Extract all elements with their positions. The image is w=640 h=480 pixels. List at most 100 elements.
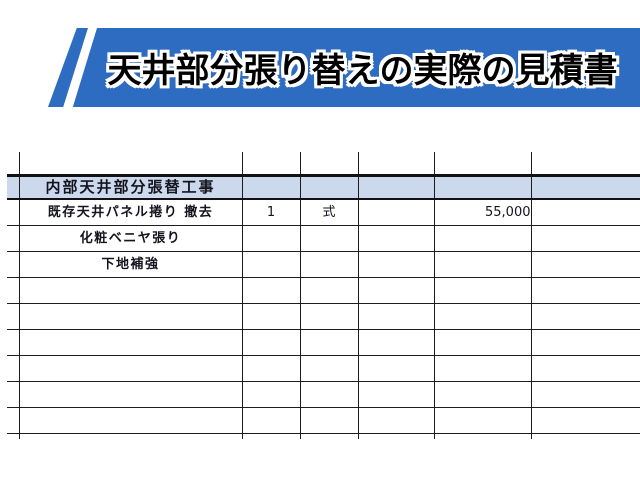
table-cell [241, 407, 301, 434]
table-row: 下地補強 [7, 251, 640, 278]
table-cell [357, 152, 435, 176]
table-cell [7, 174, 20, 200]
table-cell [433, 303, 532, 330]
table-cell [357, 407, 435, 434]
table-cell [7, 152, 20, 176]
table-cell [530, 152, 640, 176]
table-cell [241, 303, 301, 330]
table-cell [7, 355, 20, 382]
table-cell [433, 355, 532, 382]
table-row [7, 277, 640, 304]
table-cell [433, 381, 532, 408]
table-cell [357, 355, 435, 382]
table-cell [241, 381, 301, 408]
table-cell [433, 407, 532, 434]
table-cell [7, 433, 20, 439]
table-cell [357, 251, 435, 278]
cell-item-name: 既存天井パネル捲り 撤去 [18, 198, 243, 226]
table-cell [433, 174, 532, 200]
table-cell [7, 225, 20, 252]
table-cell [7, 407, 20, 434]
table-cell [18, 433, 243, 439]
table-cell [18, 277, 243, 304]
cell-section-title: 内部天井部分張替工事 [18, 174, 243, 200]
table-cell [433, 433, 532, 439]
banner: 天井部分張り替えの実際の見積書 [85, 28, 640, 107]
table-cell [530, 251, 640, 278]
table-cell [241, 355, 301, 382]
table-cell [299, 329, 359, 356]
cell-unit: 式 [299, 198, 359, 226]
table-cell [530, 198, 640, 226]
table-row [7, 303, 640, 330]
table-cell [7, 381, 20, 408]
table-row [7, 407, 640, 434]
table-cell [18, 329, 243, 356]
table-cell [18, 355, 243, 382]
table-row: 化粧ベニヤ張り [7, 225, 640, 252]
table-cell [433, 152, 532, 176]
table-cell [433, 277, 532, 304]
table-cell [7, 198, 20, 226]
table-cell [18, 152, 243, 176]
table-cell [433, 225, 532, 252]
table-cell [7, 303, 20, 330]
table-cell [357, 381, 435, 408]
table-cell [299, 433, 359, 439]
table-row: 既存天井パネル捲り 撤去 1 式 55,000 [7, 198, 640, 226]
table-cell [530, 303, 640, 330]
table-cell [241, 251, 301, 278]
table-cell [530, 329, 640, 356]
table-row [7, 355, 640, 382]
table-cell [357, 225, 435, 252]
table-cell [299, 381, 359, 408]
table-cell [530, 433, 640, 439]
table-cell [299, 225, 359, 252]
table-cell [530, 225, 640, 252]
table-cell [357, 433, 435, 439]
table-cell [357, 174, 435, 200]
cell-item-name: 下地補強 [18, 251, 243, 278]
table-cell [7, 277, 20, 304]
estimate-table: 内部天井部分張替工事 既存天井パネル捲り 撤去 1 式 55,000 化粧ベニヤ… [7, 152, 640, 439]
table-row [7, 329, 640, 356]
table-cell [7, 251, 20, 278]
table-cell [433, 329, 532, 356]
table-cell [241, 152, 301, 176]
table-cell [241, 225, 301, 252]
table-cell [530, 355, 640, 382]
table-cell [357, 329, 435, 356]
table-row-edge-stub [7, 433, 640, 439]
table-cell [530, 407, 640, 434]
table-cell [241, 433, 301, 439]
table-cell [530, 174, 640, 200]
table-cell [530, 277, 640, 304]
cell-unit-price [357, 198, 435, 226]
table-cell [241, 329, 301, 356]
cell-amount: 55,000 [433, 198, 532, 226]
table-cell [241, 174, 301, 200]
table-row-section-header: 内部天井部分張替工事 [7, 174, 640, 200]
cell-item-name: 化粧ベニヤ張り [18, 225, 243, 252]
banner-title: 天井部分張り替えの実際の見積書 [107, 51, 618, 91]
table-cell [299, 303, 359, 330]
table-cell [18, 303, 243, 330]
table-cell [18, 407, 243, 434]
cell-quantity: 1 [241, 198, 301, 226]
table-row-partial [7, 152, 640, 176]
table-cell [357, 277, 435, 304]
table-cell [299, 355, 359, 382]
table-cell [299, 251, 359, 278]
table-cell [18, 381, 243, 408]
table-row [7, 381, 640, 408]
table-cell [241, 277, 301, 304]
table-cell [299, 407, 359, 434]
table-cell [299, 174, 359, 200]
table-cell [433, 251, 532, 278]
table-cell [7, 329, 20, 356]
table-cell [357, 303, 435, 330]
table-cell [299, 277, 359, 304]
table-cell [530, 381, 640, 408]
table-cell [299, 152, 359, 176]
